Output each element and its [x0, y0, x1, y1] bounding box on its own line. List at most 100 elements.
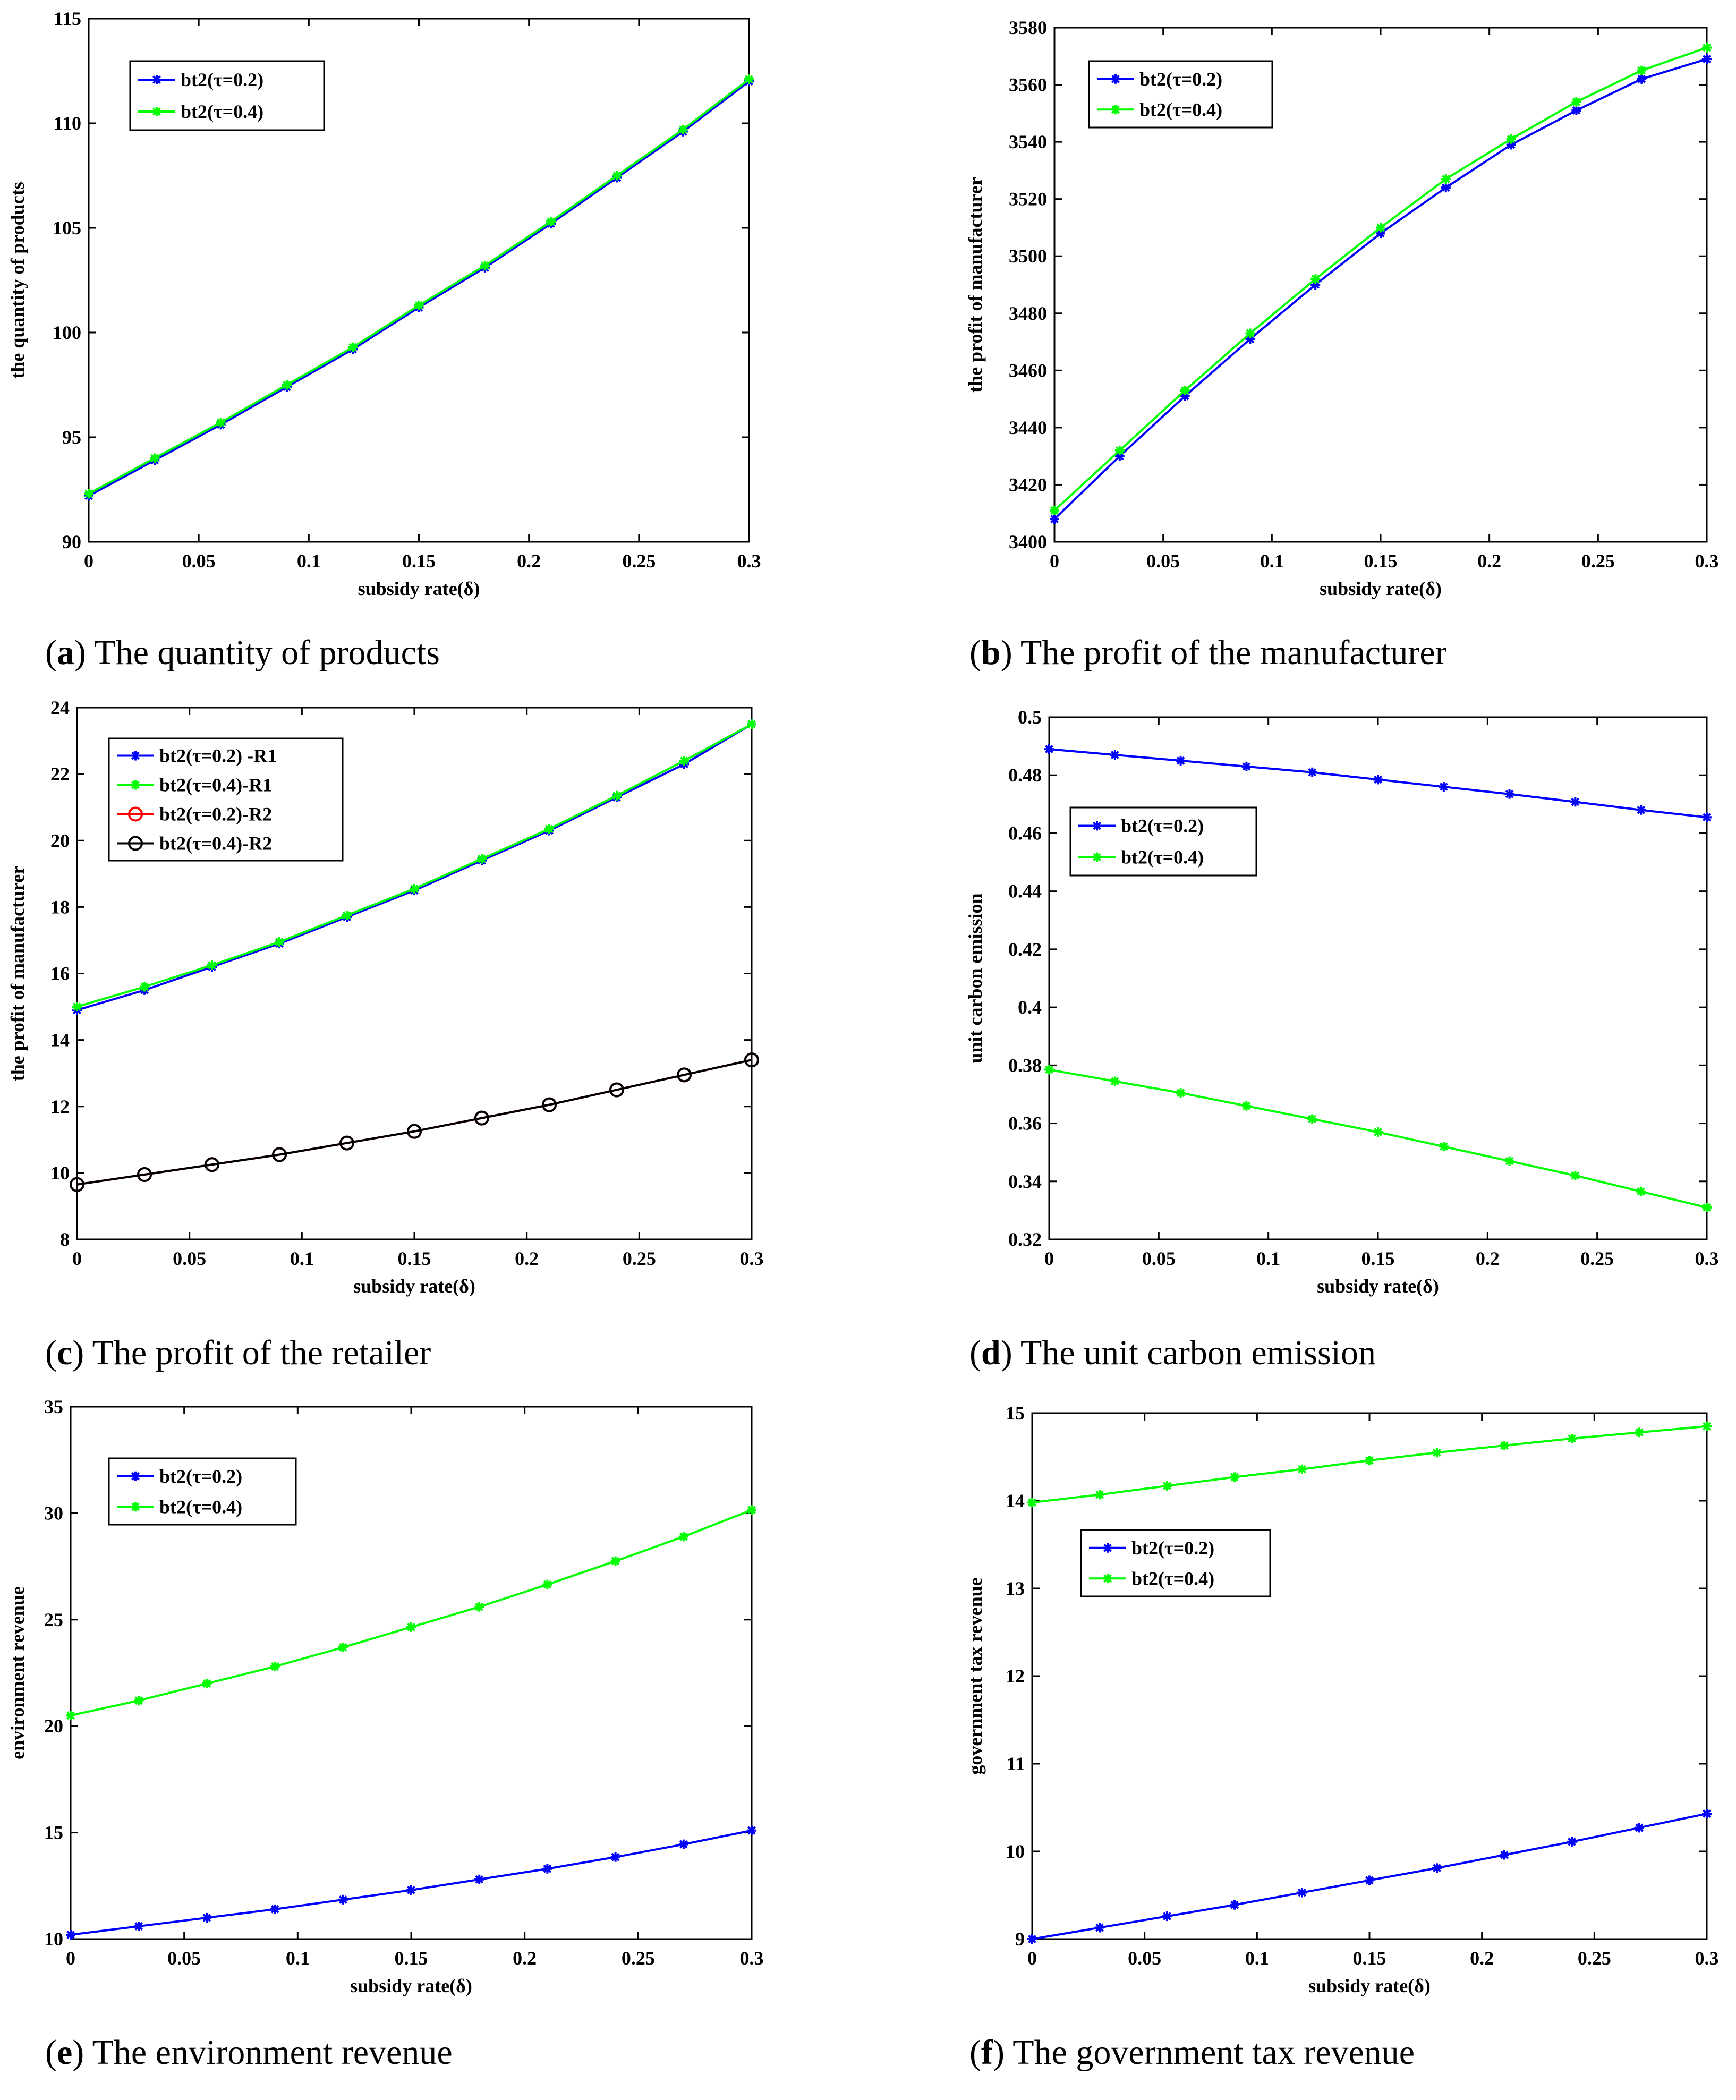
data-point	[1702, 42, 1712, 53]
plot-area	[1048, 716, 1708, 1240]
y-tick-label: 35	[44, 1396, 63, 1417]
y-tick-label: 0.5	[1018, 707, 1042, 728]
data-point	[1571, 97, 1581, 107]
y-tick-label: 3440	[1009, 417, 1047, 438]
x-tick-label: 0	[72, 1248, 82, 1269]
data-point	[546, 217, 556, 227]
data-point	[1044, 744, 1054, 754]
data-point	[1310, 274, 1321, 284]
data-point	[1307, 1114, 1317, 1124]
x-tick-label: 0.1	[1256, 1248, 1280, 1269]
chart-panel-f: 0 0.05 0.1 0.15 0.2 0.25 0.3 9 10 11 12 13 14 15 subsi…	[965, 1402, 1719, 2072]
legend-marker	[1092, 821, 1102, 831]
y-axis-title: unit carbon emission	[965, 893, 986, 1063]
legend-marker	[1111, 74, 1120, 84]
chart-panel-e: 0 0.05 0.1 0.15 0.2 0.25 0.3 10 15 20 25 30 35 subsid…	[7, 1396, 764, 2072]
y-tick-label: 3520	[1009, 189, 1047, 210]
y-tick-label: 22	[50, 763, 70, 785]
data-point	[348, 342, 358, 352]
x-tick-label: 0.05	[1146, 550, 1180, 572]
data-point	[1432, 1863, 1442, 1873]
legend-label: bt2(τ=0.2)-R2	[159, 804, 272, 825]
data-point	[1570, 1170, 1580, 1180]
data-point	[338, 1894, 348, 1905]
data-point	[270, 1661, 280, 1671]
y-tick-label: 0.4	[1018, 997, 1042, 1018]
y-tick-label: 0.44	[1008, 881, 1042, 902]
y-tick-label: 25	[44, 1609, 63, 1630]
data-point	[1637, 65, 1647, 75]
data-point	[1050, 505, 1059, 515]
data-point	[1110, 1076, 1120, 1086]
data-point	[205, 1157, 219, 1172]
data-point	[1504, 789, 1514, 799]
data-point	[474, 1874, 484, 1884]
legend-label: bt2(τ=0.4)	[1121, 847, 1204, 868]
x-tick-label: 0.2	[513, 1948, 537, 1969]
data-point	[609, 1082, 624, 1098]
data-point	[1162, 1911, 1172, 1922]
legend-label: bt2(τ=0.4)	[1139, 99, 1222, 120]
legend-label: bt2(τ=0.2)	[181, 69, 263, 90]
legend: bt2(τ=0.2) bt2(τ=0.4)	[1069, 806, 1257, 877]
y-tick-label: 11	[1007, 1753, 1025, 1774]
data-point	[1095, 1923, 1104, 1933]
data-point	[1297, 1888, 1307, 1898]
data-point	[1241, 761, 1252, 771]
data-point	[66, 1711, 75, 1721]
data-point	[480, 260, 490, 270]
legend: bt2(τ=0.2) bt2(τ=0.4)	[129, 60, 325, 131]
data-point	[679, 756, 689, 766]
data-point	[1500, 1441, 1509, 1451]
data-point	[1570, 797, 1580, 807]
legend-label: bt2(τ=0.2)	[159, 1466, 242, 1487]
data-point	[1365, 1456, 1374, 1466]
data-point	[744, 74, 754, 84]
y-tick-label: 0.46	[1008, 822, 1042, 844]
data-point	[134, 1696, 144, 1706]
x-tick-label: 0	[1044, 1248, 1054, 1269]
data-point	[1702, 1421, 1712, 1431]
data-point	[272, 1147, 287, 1162]
data-point	[406, 1622, 416, 1632]
y-tick-label: 95	[62, 427, 81, 448]
y-tick-label: 115	[54, 8, 81, 29]
data-point	[1110, 750, 1120, 760]
legend: bt2(τ=0.2) -R1 bt2(τ=0.4)-R1 bt2(τ=0.2)-R2…	[108, 737, 344, 862]
data-point	[1702, 1202, 1712, 1212]
x-tick-label: 0.05	[1142, 1248, 1176, 1269]
legend-box	[1069, 806, 1257, 877]
legend-label: bt2(τ=0.2)	[1131, 1537, 1214, 1559]
data-point	[612, 171, 622, 181]
y-axis-title: the profit of manufacturer	[965, 177, 986, 393]
y-tick-label: 3560	[1009, 74, 1047, 96]
legend-marker	[152, 75, 161, 84]
data-point	[150, 453, 160, 463]
chart-panel-c: 0 0.05 0.1 0.15 0.2 0.25 0.3 8 10 12 14 16 18 20 22 24 s…	[7, 697, 764, 1372]
x-tick-label: 0.2	[515, 1248, 539, 1269]
x-tick-label: 0.15	[1353, 1948, 1386, 1969]
y-tick-label: 24	[50, 697, 70, 718]
legend-label: bt2(τ=0.4)	[159, 1496, 242, 1517]
data-point	[207, 960, 217, 970]
data-point	[137, 1167, 152, 1183]
data-point	[406, 1885, 416, 1895]
data-point	[542, 1864, 552, 1874]
data-point	[477, 854, 487, 864]
x-tick-label: 0.1	[297, 550, 321, 572]
data-point	[1636, 805, 1646, 815]
y-tick-label: 10	[44, 1928, 63, 1950]
data-point	[342, 911, 352, 921]
x-axis-title: subsidy rate(δ)	[358, 578, 480, 599]
data-point	[1376, 223, 1385, 233]
data-point	[339, 1135, 354, 1151]
y-tick-label: 3500	[1009, 245, 1047, 267]
data-point	[1307, 767, 1317, 777]
y-tick-label: 20	[50, 830, 70, 851]
legend-label: bt2(τ=0.4)-R1	[159, 775, 272, 796]
panel-caption: (f) The government tax revenue	[969, 2033, 1415, 2072]
chart-panel-d: 0 0.05 0.1 0.15 0.2 0.25 0.3 0.32 0.34 0.36 0.38 0.…	[965, 707, 1719, 1372]
data-point	[134, 1921, 144, 1931]
data-point	[410, 883, 419, 894]
